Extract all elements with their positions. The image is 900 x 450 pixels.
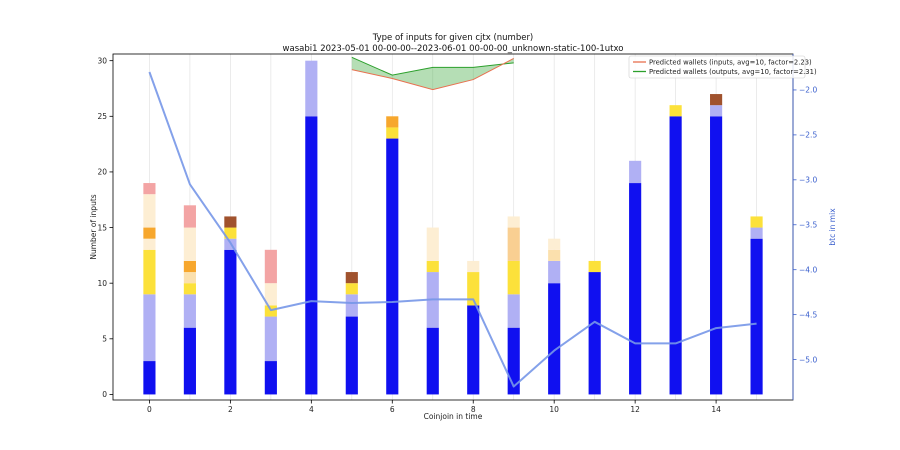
bar-segment-seg7 (183, 272, 196, 284)
bar-segment-seg1 (588, 272, 601, 395)
legend-label-outputs: Predicted wallets (outputs, avg=10, fact… (649, 68, 817, 76)
right-tick-label: −2.0 (799, 86, 817, 95)
y-axis-ticks: 0 5 10 15 20 25 30 (97, 56, 113, 399)
bar-segment-seg4 (143, 238, 156, 250)
y-tick-label: 25 (97, 112, 107, 121)
bar-segment-seg3 (386, 127, 399, 139)
y-tick-label: 20 (97, 168, 107, 177)
bar-segment-seg4 (507, 216, 520, 228)
bar-segment-seg4 (264, 283, 277, 306)
bar-segment-seg1 (345, 316, 358, 395)
x-axis-label: Coinjoin in time (424, 412, 483, 421)
bar-segment-seg3 (467, 272, 480, 306)
bar-segment-seg8 (183, 205, 196, 228)
wallets-band (351, 57, 514, 90)
bar-segment-seg1 (143, 361, 156, 395)
bar-segment-seg1 (183, 327, 196, 395)
right-tick-label: −3.0 (799, 176, 817, 185)
bar-segment-seg2 (710, 105, 723, 117)
bar-segment-seg8 (143, 183, 156, 195)
bar-segment-seg3 (426, 260, 439, 273)
x-tick-label: 14 (711, 405, 721, 414)
bar-segment-seg3 (750, 216, 763, 228)
x-tick-label: 12 (630, 405, 640, 414)
bar-segment-seg2 (548, 260, 561, 284)
bar-segment-seg1 (710, 116, 723, 395)
bar-segment-seg1 (629, 183, 642, 395)
btc-in-mix-line (148, 71, 757, 388)
y-tick-label: 15 (97, 223, 107, 232)
bar-segment-seg1 (305, 116, 318, 395)
y-tick-label: 0 (102, 390, 107, 399)
y-tick-label: 30 (97, 56, 107, 65)
chart-title: Type of inputs for given cjtx (number) (372, 33, 534, 43)
bar-segment-seg2 (143, 294, 156, 362)
bar-segment-seg1 (669, 116, 682, 395)
right-tick-label: −4.0 (799, 265, 817, 274)
x-tick-label: 10 (549, 405, 559, 414)
x-tick-label: 0 (147, 405, 152, 414)
x-tick-label: 6 (390, 405, 395, 414)
bar-segment-seg2 (345, 294, 358, 317)
bar-segment-seg9 (710, 94, 723, 106)
bar-segment-seg2 (264, 316, 277, 362)
wallets-outputs-line (351, 56, 514, 76)
bar-segment-seg1 (264, 361, 277, 395)
bar-segment-seg2 (750, 227, 763, 239)
x-tick-label: 4 (309, 405, 314, 414)
right-axis-ticks: −2.0 −2.5 −3.0 −3.5 −4.0 −4.5 −5.0 (793, 86, 817, 364)
bar-segment-seg4 (467, 260, 480, 273)
legend-label-inputs: Predicted wallets (inputs, avg=10, facto… (649, 59, 812, 67)
bar-segment-seg4 (183, 227, 196, 261)
x-tick-label: 8 (471, 405, 476, 414)
bar-segment-seg6 (183, 260, 196, 273)
bar-segment-seg1 (750, 238, 763, 395)
bar-segment-seg3 (507, 260, 520, 295)
right-tick-label: −4.5 (799, 310, 817, 319)
right-tick-label: −3.5 (799, 220, 817, 229)
bar-segment-seg4 (426, 227, 439, 261)
bar-segment-seg1 (386, 138, 399, 395)
bar-segment-seg1 (224, 249, 237, 395)
bar-segment-seg2 (629, 160, 642, 184)
right-tick-label: −2.5 (799, 131, 817, 140)
bar-segment-seg2 (305, 60, 318, 117)
bar-segment-seg2 (183, 294, 196, 328)
bar-segment-seg2 (507, 294, 520, 328)
legend-box (628, 55, 806, 79)
lines-layer (148, 56, 757, 388)
bar-segment-seg7 (548, 249, 561, 261)
bar-segment-seg1 (548, 283, 561, 395)
bar-segment-seg6 (386, 116, 399, 128)
bar-segment-seg3 (345, 283, 358, 295)
bar-segment-seg6 (143, 227, 156, 239)
bar-segment-seg4 (548, 238, 561, 250)
right-tick-label: −5.0 (799, 355, 817, 364)
bar-segment-seg8 (264, 249, 277, 284)
wallets-inputs-line (351, 58, 514, 91)
bar-segment-seg3 (143, 249, 156, 295)
right-axis-label: btc in mix (828, 208, 837, 246)
bar-segment-seg9 (345, 272, 358, 284)
x-axis-ticks: 0 2 4 6 8 10 12 14 (147, 400, 721, 414)
legend: Predicted wallets (inputs, avg=10, facto… (628, 55, 817, 79)
bar-segment-seg9 (224, 216, 237, 228)
y-axis-label: Number of inputs (89, 194, 98, 259)
bar-segment-seg3 (183, 283, 196, 295)
y-tick-label: 5 (102, 335, 107, 344)
bar-segment-seg5 (507, 227, 520, 261)
chart-subtitle: wasabi1 2023-05-01 00-00-00--2023-06-01 … (283, 44, 624, 54)
bar-segment-seg3 (224, 227, 237, 239)
y-tick-label: 10 (97, 279, 107, 288)
bar-segment-seg4 (143, 194, 156, 228)
x-tick-label: 2 (228, 405, 233, 414)
bar-segment-seg3 (588, 260, 601, 273)
bar-segment-seg1 (467, 305, 480, 395)
bar-segment-seg1 (426, 327, 439, 395)
bar-segment-seg3 (669, 105, 682, 117)
